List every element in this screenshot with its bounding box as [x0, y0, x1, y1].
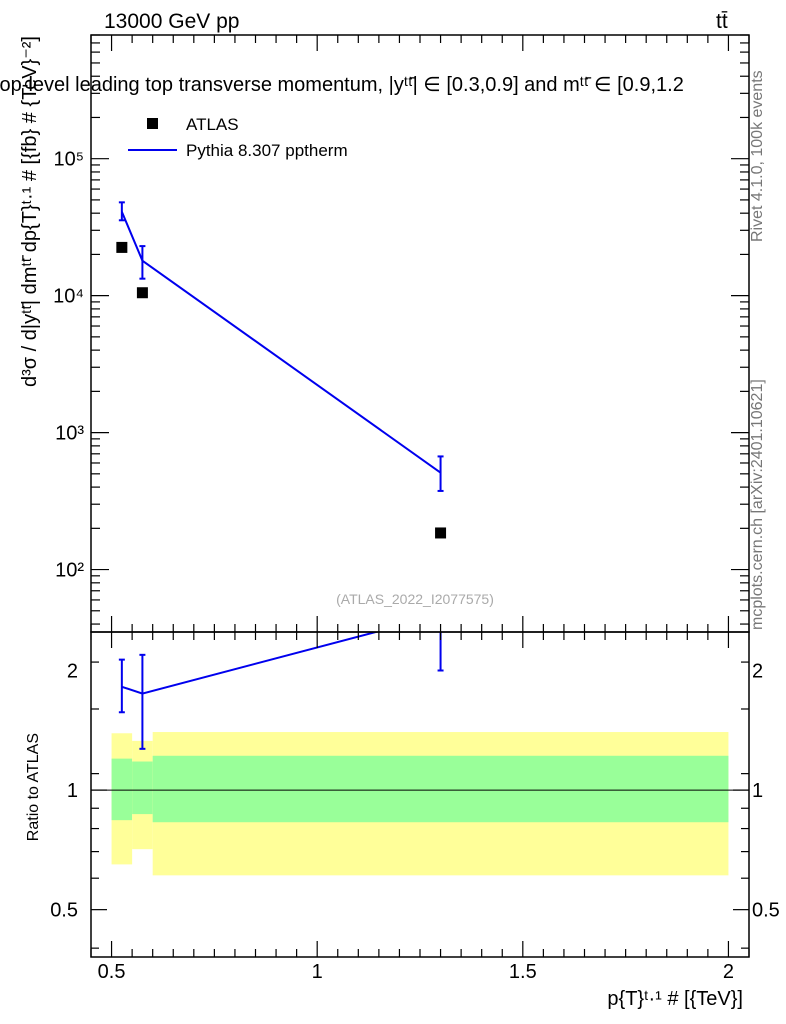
ratio-y-tick-label-right: 0.5	[752, 900, 780, 922]
atlas-data-point	[116, 241, 128, 253]
ratio-y-tick-label-left: 0.5	[50, 900, 78, 922]
main-plot-content	[116, 201, 447, 539]
x-tick-label: 1	[312, 961, 323, 983]
ratio-inner-band	[152, 755, 729, 823]
main-y-tick-label: 10²	[55, 560, 84, 582]
x-axis-label: p{T}ᵗ·¹ # [{TeV}]	[607, 988, 743, 1010]
ratio-pythia-line	[121, 632, 380, 695]
ratio-y-tick-label-right: 1	[752, 780, 763, 802]
atlas-data-point	[136, 287, 148, 299]
main-y-tick-label: 10⁵	[53, 149, 84, 171]
ratio-y-tick-label-left: 2	[67, 660, 78, 682]
main-plot-ylabel: d³σ / d|yᵗᵗ̄| dmᵗᵗ̄ dp{T}ᵗ·¹ # [{fb} # {…	[19, 36, 41, 387]
x-tick-label: 1.5	[509, 961, 537, 983]
main-y-tick-label: 10⁴	[53, 286, 84, 308]
ratio-y-tick-label-right: 2	[752, 660, 763, 682]
ratio-inner-band	[111, 758, 133, 821]
axis-ticks: 10² 10³ 10⁴ 10⁵ 0.5 1 1.5 2 0.5 0.5 1 1 2 2	[50, 34, 780, 983]
legend-atlas-label: ATLAS	[186, 115, 239, 134]
legend-pythia-label: Pythia 8.307 pptherm	[186, 141, 348, 160]
mcplots-credit-text: mcplots.cern.ch [arXiv:2401.10621]	[749, 379, 766, 630]
main-y-tick-label: 10³	[55, 423, 84, 445]
ratio-inner-band	[132, 761, 153, 815]
legend: ATLAS Pythia 8.307 pptherm	[128, 115, 348, 160]
analysis-watermark: (ATLAS_2022_I2077575)	[336, 591, 494, 607]
atlas-data-point	[435, 527, 447, 539]
x-tick-label: 2	[723, 961, 734, 983]
legend-atlas-marker	[147, 118, 158, 129]
ratio-y-tick-label-left: 1	[67, 780, 78, 802]
ratio-plot-content	[91, 632, 749, 791]
pythia-line	[120, 211, 442, 474]
header-right-text: tt̄	[716, 10, 728, 33]
ratio-bands	[111, 732, 729, 876]
header-left-text: 13000 GeV pp	[104, 10, 239, 33]
main-plot-title: top-level leading top transverse momentu…	[0, 74, 684, 96]
ratio-plot-ylabel: Ratio to ATLAS	[25, 733, 42, 841]
x-tick-label: 0.5	[98, 961, 126, 983]
rivet-version-text: Rivet 4.1.0, 100k events	[749, 70, 766, 242]
